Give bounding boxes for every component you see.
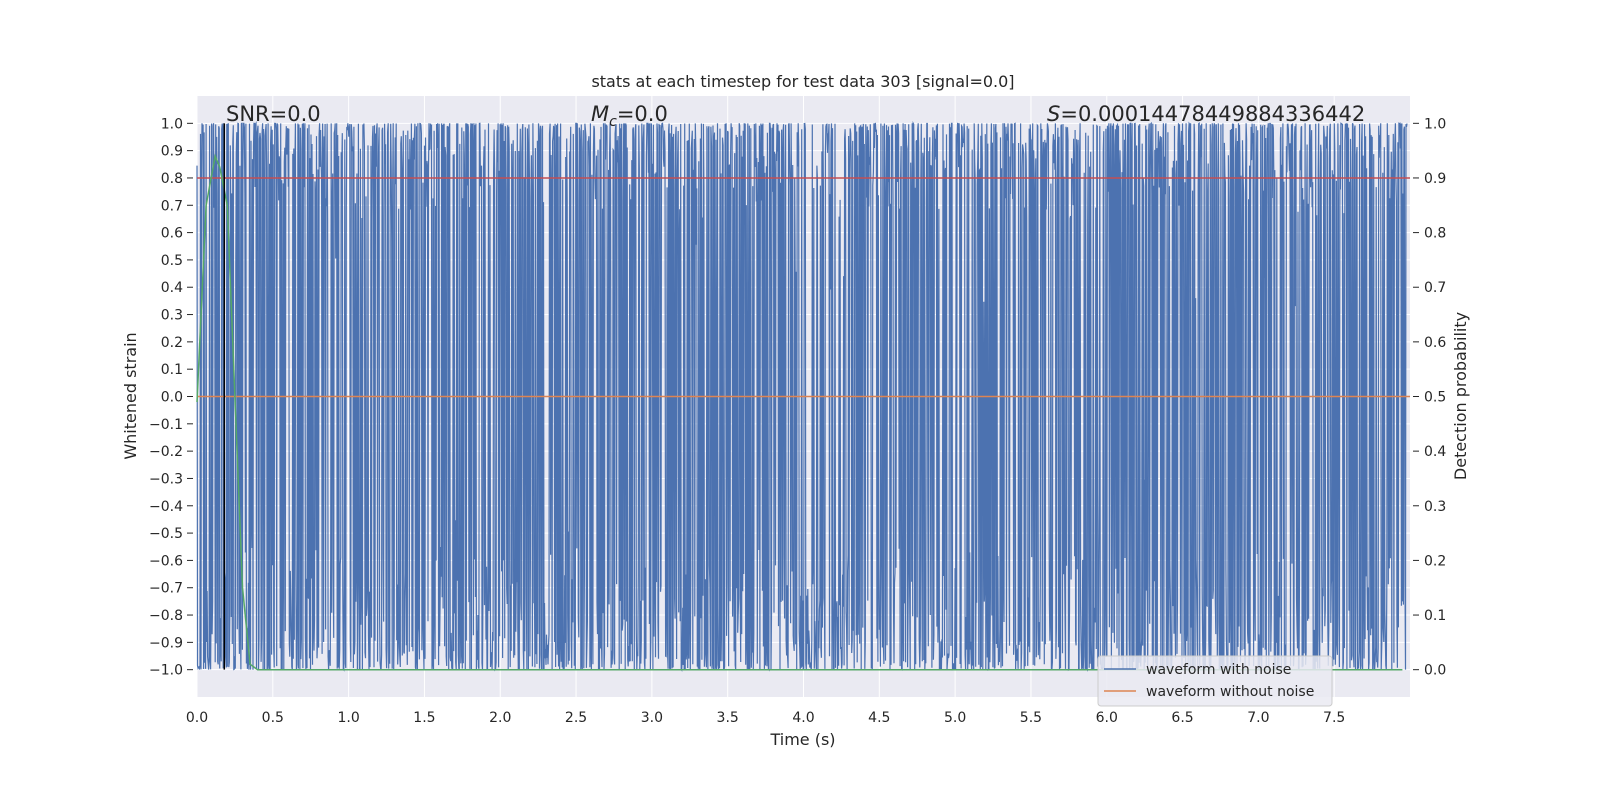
mc-symbol: M [591, 102, 609, 126]
left-y-tick-label: −0.9 [149, 635, 183, 651]
x-tick-label: 0.0 [186, 710, 208, 726]
left-y-tick-label: 0.3 [161, 308, 183, 324]
x-tick-label: 2.5 [565, 710, 587, 726]
x-tick-label: 2.0 [489, 710, 511, 726]
right-y-tick-label: 0.1 [1424, 608, 1446, 624]
left-y-tick-label: −0.8 [149, 608, 183, 624]
right-y-axis-label: Detection probability [1451, 312, 1470, 480]
left-y-tick-label: −0.4 [149, 499, 183, 515]
x-tick-label: 4.0 [792, 710, 814, 726]
x-tick-label: 0.5 [262, 710, 284, 726]
x-tick-labels: 0.0 0.5 1.0 1.5 2.0 2.5 3.0 3.5 4.0 4.5 5.0 5.5 6.0 6… [186, 710, 1345, 726]
left-y-tick-label: −0.2 [149, 444, 183, 460]
right-y-tick-label: 0.4 [1424, 444, 1446, 460]
right-y-tick-label: 0.8 [1424, 226, 1446, 242]
detection-probability-line [196, 153, 1403, 671]
legend-entry-noise: waveform with noise [1146, 662, 1291, 678]
legend-entry-clean: waveform without noise [1146, 684, 1314, 700]
left-y-tick-label: 0.5 [161, 253, 183, 269]
left-y-tick-label: 0.0 [161, 390, 183, 406]
left-y-tick-label: 1.0 [161, 116, 183, 132]
x-tick-label: 4.5 [868, 710, 890, 726]
left-y-tick-label: 0.1 [161, 362, 183, 378]
x-axis-label: Time (s) [769, 730, 835, 749]
left-y-tick-label: −0.6 [149, 553, 183, 569]
right-y-tick-label: 0.5 [1424, 390, 1446, 406]
left-y-tick-label: −0.1 [149, 417, 183, 433]
legend: waveform with noise waveform without noi… [1097, 655, 1333, 707]
chart-title: stats at each timestep for test data 303… [591, 72, 1014, 91]
legend-box [1097, 655, 1333, 707]
right-y-tick-label: 1.0 [1424, 116, 1446, 132]
left-y-tick-label: −0.5 [149, 526, 183, 542]
mc-annotation: Mc=0.0 [591, 102, 668, 130]
left-y-tick-label: 0.9 [161, 144, 183, 160]
x-tick-label: 1.5 [413, 710, 435, 726]
mc-subscript: c [609, 114, 617, 130]
left-y-tick-label: 0.6 [161, 226, 183, 242]
x-tick-label: 6.5 [1171, 710, 1193, 726]
overlay-lines [196, 123, 1410, 671]
left-y-axis-label: Whitened strain [121, 332, 140, 459]
left-y-tick-labels: 1.0 0.9 0.8 0.7 0.6 0.5 0.4 0.3 0.2 0.1 0.0 −0.1 −0.… [149, 116, 193, 679]
right-y-tick-labels: 1.0 0.9 0.8 0.7 0.6 0.5 0.4 0.3 0.2 0.1 0.0 [1413, 116, 1446, 679]
right-y-tick-label: 0.9 [1424, 171, 1446, 187]
right-y-tick-label: 0.3 [1424, 499, 1446, 515]
right-y-tick-label: 0.0 [1424, 663, 1446, 679]
s-symbol: S [1047, 102, 1060, 126]
x-tick-label: 3.5 [717, 710, 739, 726]
left-y-tick-label: −1.0 [149, 663, 183, 679]
x-tick-label: 7.5 [1323, 710, 1345, 726]
left-y-tick-label: 0.2 [161, 335, 183, 351]
x-tick-label: 7.0 [1247, 710, 1269, 726]
left-y-tick-label: 0.7 [161, 198, 183, 214]
left-y-tick-label: −0.7 [149, 581, 183, 597]
x-tick-label: 5.5 [1020, 710, 1042, 726]
s-value: =0.00014478449884336442 [1060, 102, 1365, 126]
right-y-tick-label: 0.6 [1424, 335, 1446, 351]
left-y-tick-label: 0.4 [161, 280, 183, 296]
left-y-tick-label: −0.3 [149, 471, 183, 487]
right-y-tick-label: 0.2 [1424, 553, 1446, 569]
x-tick-label: 6.0 [1096, 710, 1118, 726]
right-y-tick-label: 0.7 [1424, 280, 1446, 296]
s-annotation: S=0.00014478449884336442 [1047, 102, 1365, 126]
left-y-tick-label: 0.8 [161, 171, 183, 187]
x-tick-label: 3.0 [641, 710, 663, 726]
snr-annotation: SNR=0.0 [226, 102, 321, 126]
mc-value: =0.0 [617, 102, 668, 126]
x-tick-label: 5.0 [944, 710, 966, 726]
x-tick-label: 1.0 [337, 710, 359, 726]
